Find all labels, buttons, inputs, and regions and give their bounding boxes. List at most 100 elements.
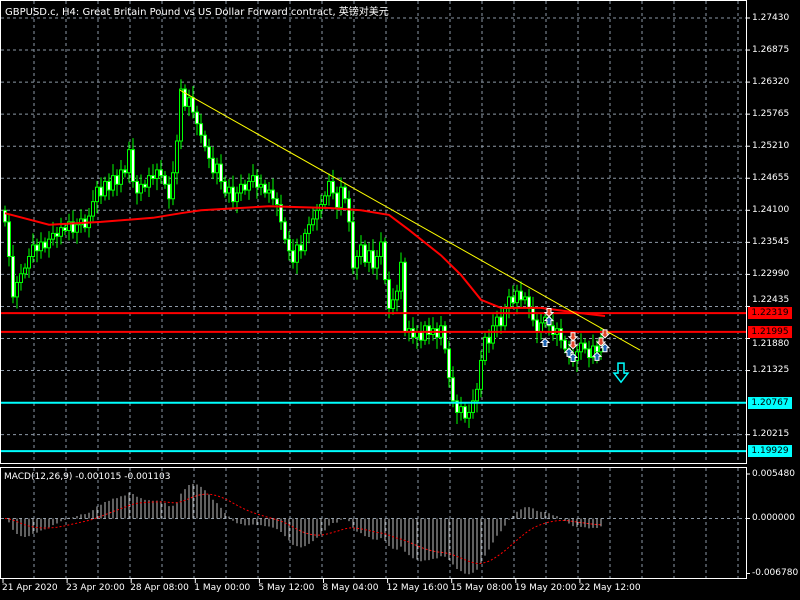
candle (295, 244, 299, 263)
candle (503, 307, 507, 327)
sell-arrow-icon (567, 340, 579, 350)
candle (23, 267, 27, 275)
price-tick-label: 1.26875 (752, 44, 790, 55)
time-tick-label: 23 Apr 20:00 (66, 583, 125, 593)
sell-arrow-icon (595, 337, 607, 347)
price-level-tag: 1.21995 (748, 325, 792, 338)
candle (315, 209, 319, 220)
candle (159, 169, 163, 177)
candle (479, 359, 483, 390)
candle (339, 186, 343, 208)
macd-tick-label: 0.005480 (752, 468, 795, 479)
candle (459, 406, 463, 413)
candle (499, 316, 503, 327)
candle (523, 296, 527, 301)
candle (139, 183, 143, 194)
candle (63, 227, 67, 232)
candle (247, 180, 251, 191)
candle (579, 342, 583, 353)
candle (427, 325, 431, 335)
candle (323, 195, 327, 206)
candle (251, 175, 255, 182)
price-tick-label: 1.26320 (752, 76, 790, 87)
candle (375, 255, 379, 269)
candle (175, 140, 179, 174)
candle (403, 261, 407, 333)
candle (215, 163, 219, 174)
candle (399, 261, 403, 292)
candle (95, 186, 99, 203)
candle (359, 244, 363, 257)
candle (3, 209, 7, 223)
candle (291, 250, 295, 263)
candle (7, 221, 11, 257)
buy-arrow-icon (599, 343, 611, 353)
candle (519, 290, 523, 301)
candle (307, 224, 311, 234)
candle (491, 325, 495, 344)
candle (107, 180, 111, 191)
price-tick-label: 1.25210 (752, 140, 790, 151)
candle (539, 322, 543, 333)
candle (115, 175, 119, 185)
candle (419, 331, 423, 341)
candle (443, 325, 447, 350)
candle (395, 290, 399, 301)
candle (587, 348, 591, 359)
candle (71, 221, 75, 233)
candle (243, 183, 247, 191)
price-tick-label: 1.25765 (752, 108, 790, 119)
time-tick-label: 19 May 20:00 (514, 583, 577, 593)
macd-tick-label: -0.006780 (752, 568, 799, 578)
time-tick-label: 21 Apr 2020 (2, 583, 58, 593)
candle (211, 157, 215, 174)
candle (259, 183, 263, 188)
candle (467, 411, 471, 419)
candle (35, 244, 39, 252)
candle (43, 241, 47, 249)
price-tick-label: 1.24100 (752, 204, 790, 215)
candle (351, 221, 355, 269)
candle (91, 201, 95, 217)
candle (535, 319, 539, 333)
candle (179, 88, 183, 142)
candle (383, 241, 387, 281)
candle (423, 325, 427, 341)
moving-average-line (4, 205, 606, 317)
time-tick-label: 28 Apr 08:00 (130, 583, 189, 593)
price-tick-label: 1.22990 (752, 268, 790, 279)
candle (155, 169, 159, 180)
candle (283, 221, 287, 240)
price-tick-label: 1.22435 (752, 295, 790, 306)
macd-frame (0, 467, 747, 579)
time-tick-label: 15 May 08:00 (450, 583, 513, 593)
candle (207, 146, 211, 159)
candle (367, 250, 371, 263)
candle (199, 123, 203, 136)
candle (583, 342, 587, 350)
candle (327, 180, 331, 197)
candle (271, 189, 275, 200)
candle (75, 224, 79, 233)
candle (79, 218, 83, 226)
candle (551, 325, 555, 335)
candle (255, 175, 259, 188)
chart-title: GBPUSD.c, H4: Great Britain Pound vs US … (5, 7, 389, 18)
candle (515, 290, 519, 304)
price-level-tag: 1.19929 (748, 445, 792, 458)
candle (143, 183, 147, 188)
candle (135, 180, 139, 194)
candle (311, 218, 315, 226)
macd-label: MACD(12,26,9) -0.001015 -0.001103 (4, 472, 171, 482)
candle (287, 238, 291, 252)
price-tick-label: 1.21880 (752, 338, 790, 349)
candle (591, 345, 595, 359)
candle (267, 189, 271, 194)
candle (15, 281, 19, 298)
candle (483, 336, 487, 361)
candle (203, 134, 207, 148)
macd-tick-label: 0.000000 (752, 512, 795, 523)
candle (147, 175, 151, 188)
candle (191, 97, 195, 113)
